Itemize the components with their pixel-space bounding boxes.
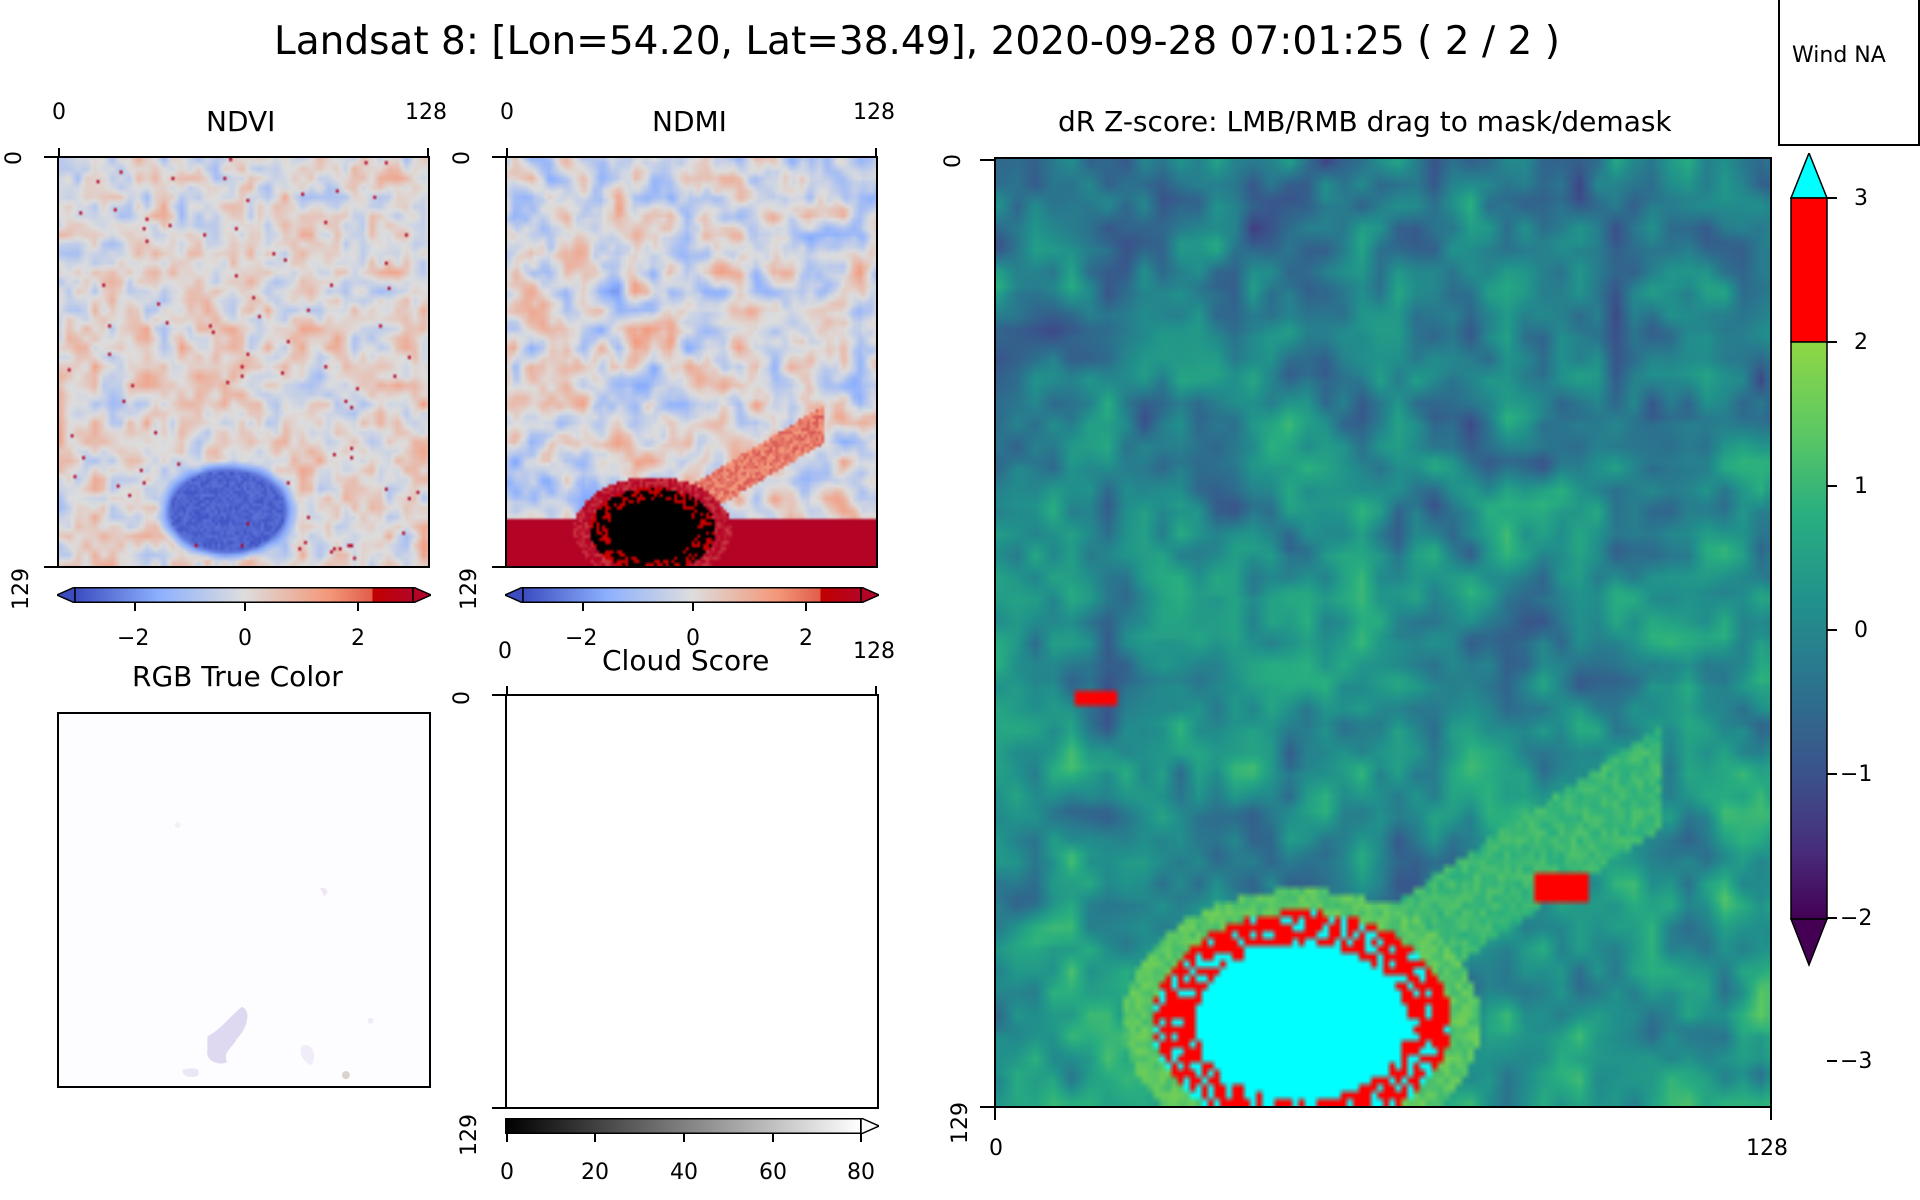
ndmi-x-tick-128: 128	[853, 100, 895, 125]
ndvi-title: NDVI	[206, 105, 276, 138]
wind-label: Wind NA	[1792, 43, 1886, 68]
ndvi-raster	[59, 158, 428, 566]
wind-indicator-box[interactable]: Wind NA	[1778, 0, 1920, 146]
zscore-cbar-tick-1: 1	[1854, 474, 1868, 499]
zscore-cbar-tick-neg1: −1	[1840, 762, 1873, 787]
cloud-y-tick-0: 0	[450, 691, 475, 705]
ndvi-x-tick-128: 128	[405, 100, 447, 125]
ndvi-y-tick-129: 129	[9, 568, 34, 610]
ndmi-cbar-tick-0: 0	[686, 626, 700, 651]
zscore-x-tick-0: 0	[989, 1136, 1003, 1161]
ndvi-y-tick-0: 0	[2, 151, 27, 165]
ndmi-raster	[507, 158, 876, 566]
ndmi-y-tick-0: 0	[450, 151, 475, 165]
ndmi-cbar-tick-neg2: −2	[565, 626, 598, 651]
cloud-image[interactable]	[505, 694, 879, 1109]
cloud-x-tick-128: 128	[853, 639, 895, 664]
cloud-cbar-tick-20: 20	[581, 1160, 609, 1185]
zscore-title: dR Z-score: LMB/RMB drag to mask/demask	[1058, 105, 1672, 138]
zscore-cbar-tick-0: 0	[1854, 618, 1868, 643]
zscore-y-tick-0: 0	[941, 154, 966, 168]
ndvi-cbar-tick-0: 0	[238, 626, 252, 651]
zscore-cbar-tick-3: 3	[1854, 186, 1868, 211]
zscore-x-tick-128: 128	[1746, 1136, 1788, 1161]
ndmi-y-tick-129: 129	[457, 568, 482, 610]
figure-title: Landsat 8: [Lon=54.20, Lat=38.49], 2020-…	[274, 19, 1560, 64]
zscore-image[interactable]	[994, 157, 1772, 1108]
ndmi-title: NDMI	[652, 105, 727, 138]
cloud-title: Cloud Score	[602, 644, 770, 677]
cloud-colorbar[interactable]	[505, 1116, 881, 1136]
rgb-title: RGB True Color	[132, 660, 343, 693]
rgb-image[interactable]	[57, 712, 431, 1088]
ndvi-image[interactable]	[57, 156, 430, 568]
cloud-x-tick-0: 0	[498, 639, 512, 664]
ndvi-colorbar[interactable]	[55, 585, 433, 605]
ndvi-cbar-tick-2: 2	[351, 626, 365, 651]
rgb-raster	[59, 714, 429, 1086]
zscore-y-tick-129: 129	[948, 1102, 973, 1144]
cloud-cbar-tick-80: 80	[847, 1160, 875, 1185]
ndvi-x-tick-0: 0	[52, 100, 66, 125]
cloud-y-tick-129: 129	[457, 1114, 482, 1156]
zscore-colorbar[interactable]	[1789, 150, 1829, 1075]
zscore-raster	[996, 159, 1770, 1106]
ndmi-image[interactable]	[505, 156, 878, 568]
ndmi-x-tick-0: 0	[500, 100, 514, 125]
cloud-cbar-tick-0: 0	[500, 1160, 514, 1185]
zscore-cbar-tick-2: 2	[1854, 330, 1868, 355]
ndvi-cbar-tick-neg2: −2	[117, 626, 150, 651]
ndmi-colorbar[interactable]	[503, 585, 881, 605]
zscore-cbar-tick-neg2: −2	[1840, 906, 1873, 931]
cloud-cbar-tick-60: 60	[759, 1160, 787, 1185]
zscore-cbar-tick-neg3: −3	[1840, 1049, 1873, 1074]
cloud-raster	[507, 696, 877, 1107]
ndmi-cbar-tick-2: 2	[799, 626, 813, 651]
cloud-cbar-tick-40: 40	[670, 1160, 698, 1185]
